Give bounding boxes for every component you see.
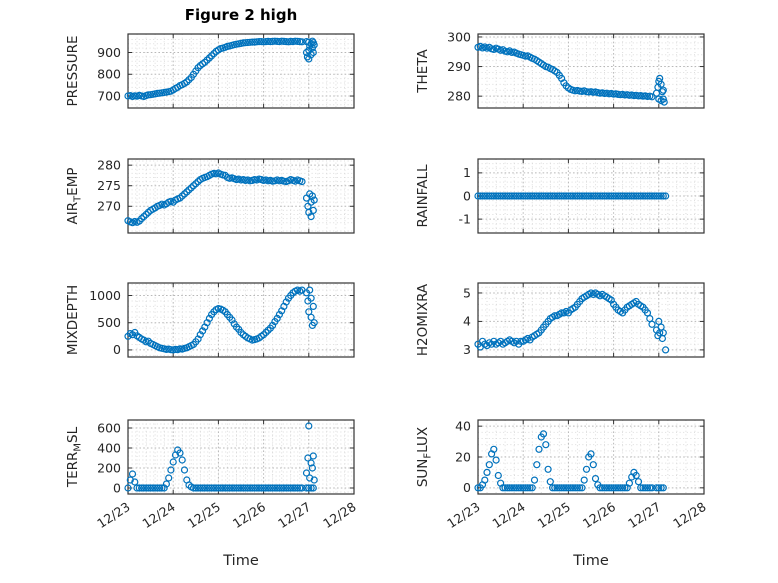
subplot-terr-msl: 0 200 400 600 12/23 12/24 12/25 12/26 12/27 12/28… (64, 416, 364, 550)
svg-text:12/25: 12/25 (535, 499, 573, 531)
figure-title: Figure 2 high (184, 6, 298, 24)
xlabel-time-left: Time (223, 553, 259, 569)
svg-text:RAINFALL: RAINFALL (415, 164, 431, 227)
subplot-theta: 280 290 300 THETA (414, 29, 714, 118)
svg-text:200: 200 (97, 460, 121, 475)
plot-canvas: 0 500 1000 MIXDEPTH (65, 282, 355, 358)
subplot-pressure: 700 800 900 PRESSURE (64, 30, 364, 118)
svg-text:12/26: 12/26 (230, 499, 268, 531)
svg-text:MIXDEPTH: MIXDEPTH (65, 285, 81, 355)
svg-text:3: 3 (463, 342, 471, 357)
svg-text:12/24: 12/24 (139, 499, 177, 531)
svg-text:0: 0 (463, 188, 471, 203)
svg-text:H2OMIXRA: H2OMIXRA (415, 283, 431, 356)
svg-text:280: 280 (447, 88, 471, 103)
svg-text:270: 270 (97, 199, 121, 214)
svg-text:500: 500 (97, 315, 121, 330)
svg-text:40: 40 (455, 418, 471, 433)
svg-text:12/28: 12/28 (320, 499, 358, 531)
subplot-mixdepth: 0 500 1000 MIXDEPTH (64, 279, 364, 367)
svg-text:20: 20 (455, 449, 471, 464)
svg-text:400: 400 (97, 440, 121, 455)
svg-text:1: 1 (463, 165, 471, 180)
svg-text:4: 4 (463, 314, 471, 329)
svg-text:12/26: 12/26 (580, 499, 618, 531)
svg-text:5: 5 (463, 285, 471, 300)
svg-text:275: 275 (97, 178, 121, 193)
plot-canvas: -1 0 1 RAINFALL (415, 158, 705, 234)
plot-canvas: 280 290 300 THETA (415, 29, 705, 109)
plot-canvas: 0 20 40 12/23 12/24 12/25 12/26 12/27 12/28 SUNFL… (415, 418, 709, 531)
svg-text:0: 0 (113, 342, 121, 357)
svg-text:12/28: 12/28 (670, 499, 708, 531)
plot-canvas: 700 800 900 PRESSURE (65, 33, 355, 109)
plot-canvas: 0 200 400 600 12/23 12/24 12/25 12/26 12/27 12/28… (65, 419, 359, 531)
svg-text:SUNFLUX: SUNFLUX (415, 427, 434, 487)
svg-text:300: 300 (447, 30, 471, 44)
svg-text:800: 800 (97, 67, 121, 82)
subplot-sun-flux: 0 20 40 12/23 12/24 12/25 12/26 12/27 12/28 SUNFL… (414, 416, 714, 550)
svg-text:12/27: 12/27 (275, 499, 313, 531)
svg-text:280: 280 (97, 157, 121, 172)
svg-text:12/23: 12/23 (444, 499, 482, 531)
svg-text:12/27: 12/27 (625, 499, 663, 531)
xlabel-time-right: Time (573, 553, 609, 569)
svg-text:TERRMSL: TERRMSL (65, 426, 84, 488)
plot-canvas: 270 275 280 AIRTEMP (65, 157, 355, 234)
svg-text:0: 0 (463, 480, 471, 495)
svg-text:-1: -1 (459, 211, 471, 226)
svg-text:600: 600 (97, 420, 121, 435)
svg-text:0: 0 (113, 480, 121, 495)
svg-text:12/23: 12/23 (94, 499, 132, 531)
svg-text:12/25: 12/25 (185, 499, 223, 531)
svg-text:AIRTEMP: AIRTEMP (65, 167, 84, 224)
subplot-air-temp: 270 275 280 AIRTEMP (64, 155, 364, 243)
subplot-h2omixra: 3 4 5 H2OMIXRA (414, 279, 714, 367)
svg-text:900: 900 (97, 45, 121, 60)
svg-text:1000: 1000 (89, 288, 121, 303)
svg-text:PRESSURE: PRESSURE (65, 36, 81, 107)
subplot-rainfall: -1 0 1 RAINFALL (414, 155, 714, 243)
plot-canvas: 3 4 5 H2OMIXRA (415, 282, 705, 358)
svg-text:290: 290 (447, 59, 471, 74)
svg-text:12/24: 12/24 (489, 499, 527, 531)
svg-text:THETA: THETA (415, 49, 431, 94)
svg-text:700: 700 (97, 88, 121, 103)
